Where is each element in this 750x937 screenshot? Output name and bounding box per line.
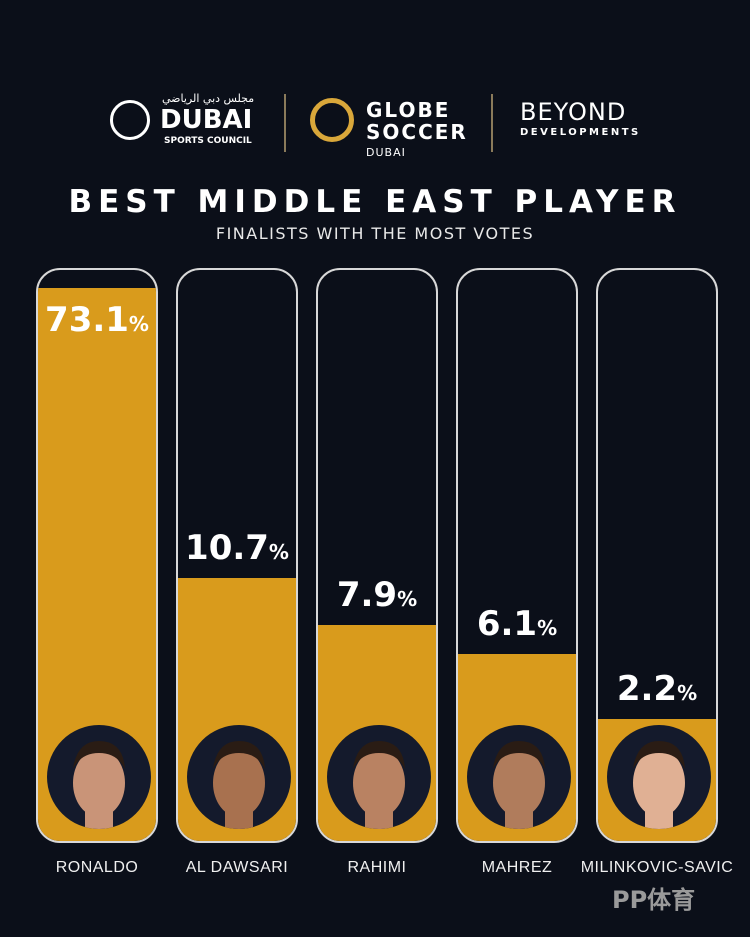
category-label: RONALDO bbox=[55, 859, 139, 876]
watermark: PP体育 bbox=[612, 886, 696, 914]
bar-column: 6.1% bbox=[456, 268, 578, 843]
bar-column: 7.9% bbox=[316, 268, 438, 843]
chart-title: BEST MIDDLE EAST PLAYER bbox=[68, 184, 682, 220]
divider bbox=[284, 94, 286, 152]
player-photo bbox=[187, 725, 291, 829]
gs-line2: SOCCER bbox=[366, 120, 468, 144]
gs-line3: DUBAI bbox=[366, 146, 406, 159]
data-label: 10.7% bbox=[185, 528, 289, 569]
category-label: RAHIMI bbox=[347, 859, 407, 876]
globe-soccer-emblem-icon bbox=[310, 98, 354, 142]
data-label: 7.9% bbox=[336, 574, 418, 615]
dsc-name: DUBAI bbox=[160, 105, 253, 135]
data-label: 6.1% bbox=[476, 604, 558, 645]
data-label: 2.2% bbox=[616, 668, 698, 709]
sponsor-logos: مجلس دبي الرياضي DUBAI SPORTS COUNCIL GL… bbox=[0, 90, 750, 162]
beyond-line2: DEVELOPMENTS bbox=[520, 127, 641, 138]
player-photo bbox=[607, 725, 711, 829]
category-label: AL DAWSARI bbox=[185, 859, 289, 876]
bar-column: 10.7% bbox=[176, 268, 298, 843]
player-photo bbox=[47, 725, 151, 829]
dsc-emblem-icon bbox=[110, 100, 150, 140]
dsc-sub: SPORTS COUNCIL bbox=[164, 136, 252, 146]
bar-column: 73.1% bbox=[36, 268, 158, 843]
data-label: 73.1% bbox=[45, 300, 149, 340]
dubai-sports-council-logo: مجلس دبي الرياضي DUBAI SPORTS COUNCIL bbox=[110, 92, 270, 154]
category-label: MILINKOVIC-SAVIC bbox=[580, 859, 734, 876]
player-photo bbox=[467, 725, 571, 829]
category-label: MAHREZ bbox=[481, 859, 553, 876]
dsc-arabic: مجلس دبي الرياضي bbox=[162, 92, 255, 105]
player-photo bbox=[327, 725, 431, 829]
divider bbox=[491, 94, 493, 152]
chart-subtitle: FINALISTS WITH THE MOST VOTES bbox=[215, 224, 535, 243]
beyond-logo: BEYOND DEVELOPMENTS bbox=[520, 98, 641, 139]
gs-line1: GLOBE bbox=[366, 98, 451, 122]
bar-column: 2.2% bbox=[596, 268, 718, 843]
beyond-line1: BEYOND bbox=[520, 98, 627, 126]
globe-soccer-logo: GLOBE SOCCER DUBAI bbox=[310, 96, 470, 160]
